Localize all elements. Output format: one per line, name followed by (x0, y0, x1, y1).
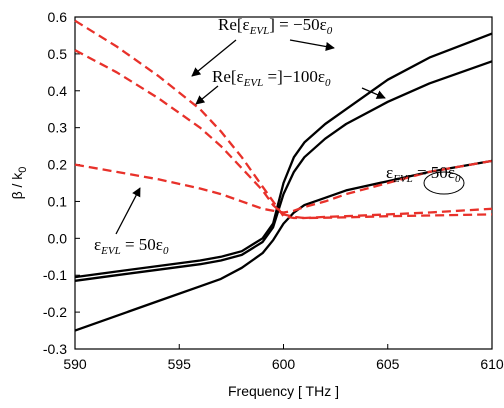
annotation: Re[εEVL =]−100ε0 (212, 67, 331, 89)
subscript: 0 (325, 77, 331, 89)
arrow (361, 87, 386, 99)
subscript: 0 (17, 167, 29, 173)
subscript: 0 (327, 25, 333, 37)
series-line (74, 159, 493, 332)
text-part: Re[ε (218, 15, 250, 34)
annotation: εEVL = 50ε0 (386, 163, 461, 185)
subscript: EVL (249, 25, 270, 37)
text-part: β / k (9, 172, 25, 200)
x-tick-label: 605 (376, 356, 400, 372)
series-line (74, 19, 493, 220)
series-line (74, 32, 493, 279)
arrow (115, 187, 141, 235)
y-tick-label: 0.2 (48, 157, 68, 173)
arrow (289, 39, 335, 52)
subscript: EVL (100, 245, 121, 257)
y-tick-label: 0.1 (48, 193, 68, 209)
subscript: 0 (163, 245, 169, 257)
text-part: = 50ε (413, 163, 455, 182)
text-part: Re[ε (212, 67, 244, 86)
subscript: EVL (243, 77, 264, 89)
y-tick-label: 0.4 (48, 83, 68, 99)
y-tick-label: 0.3 (48, 120, 68, 136)
x-tick-label: 595 (168, 356, 192, 372)
arrow (191, 39, 237, 77)
y-tick-label: 0.0 (48, 230, 68, 246)
text-part: = 50ε (121, 235, 163, 254)
text-part: ε (94, 235, 101, 254)
y-tick-label: -0.3 (43, 341, 67, 357)
subscript: 0 (455, 173, 461, 185)
series-line (74, 159, 493, 214)
text-part: ε (386, 163, 393, 182)
y-axis-label: β / k0 (9, 167, 29, 200)
y-tick-label: -0.2 (43, 304, 67, 320)
y-tick-label: 0.6 (48, 9, 68, 25)
highlight-ellipse (423, 171, 465, 195)
annotation: Re[εEVL] = −50ε0 (218, 15, 333, 37)
text-part: =]−100ε (263, 67, 325, 86)
annotation: εEVL = 50ε0 (94, 235, 169, 257)
series-line (74, 49, 493, 220)
y-tick-label: 0.5 (48, 46, 68, 62)
x-tick-label: 600 (272, 356, 296, 372)
y-tick-label: -0.1 (43, 267, 67, 283)
x-axis-label: Frequency [ THz ] (228, 383, 339, 399)
text-part: ] = −50ε (269, 15, 326, 34)
x-tick-label: 610 (480, 356, 504, 372)
subscript: EVL (392, 173, 413, 185)
x-tick-label: 590 (63, 356, 87, 372)
arrow (195, 85, 219, 105)
